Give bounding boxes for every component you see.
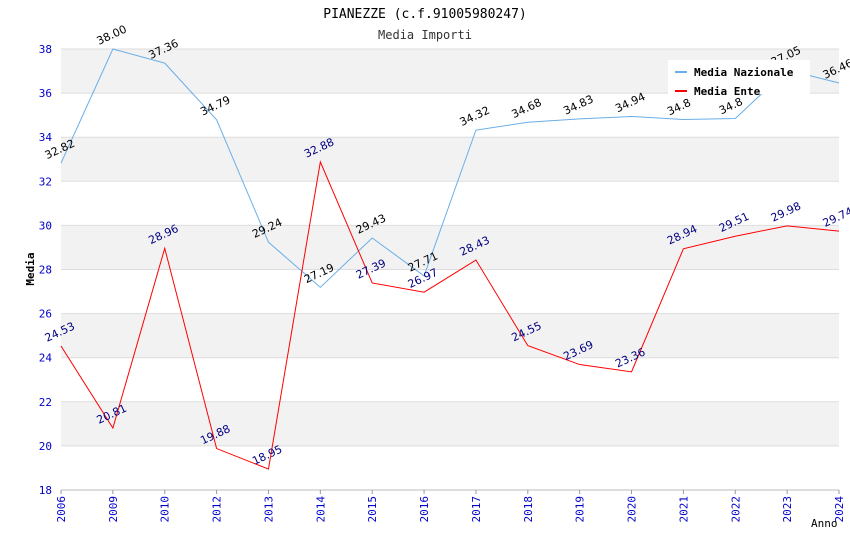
- y-tick-label: 24: [39, 352, 53, 365]
- y-tick-label: 20: [39, 440, 52, 453]
- y-tick-label: 36: [39, 87, 52, 100]
- x-tick-label: 2013: [262, 496, 275, 523]
- x-tick-label: 2023: [781, 496, 794, 523]
- y-tick-label: 30: [39, 219, 52, 232]
- x-tick-label: 2022: [729, 496, 742, 523]
- x-tick-label: 2015: [366, 496, 379, 523]
- plot-band: [61, 357, 839, 402]
- plot-bands: [61, 49, 839, 490]
- x-tick-label: 2012: [211, 496, 224, 523]
- x-tick-label: 2020: [626, 496, 639, 523]
- y-tick-label: 38: [39, 43, 52, 56]
- plot-band: [61, 225, 839, 270]
- data-label: 38.00: [95, 23, 129, 48]
- x-tick-label: 2019: [574, 496, 587, 523]
- x-tick-label: 2021: [677, 496, 690, 523]
- legend: Media Nazionale Media Ente: [668, 60, 810, 98]
- x-tick-label: 2010: [159, 496, 172, 523]
- x-axis-label: Anno: [811, 517, 838, 530]
- plot-band: [61, 269, 839, 314]
- plot-grid: [60, 48, 840, 494]
- y-tick-label: 18: [39, 484, 52, 497]
- plot-band: [61, 137, 839, 182]
- legend-label: Media Nazionale: [694, 66, 794, 79]
- x-tick-label: 2024: [833, 496, 846, 523]
- plot-band: [61, 401, 839, 446]
- y-tick-label: 28: [39, 264, 52, 277]
- y-tick-labels: 18 20 22 24 26 28 30 32 34 36 38: [39, 43, 53, 497]
- x-tick-label: 2018: [522, 496, 535, 523]
- plot-band: [61, 93, 839, 138]
- y-axis-label: Media: [24, 252, 37, 285]
- x-tick-label: 2006: [55, 496, 68, 523]
- x-tick-labels: 2006 2009 2010 2012 2013 2014 2015 2016 2017 2018…: [55, 496, 846, 523]
- plot-band: [61, 445, 839, 490]
- x-tick-label: 2014: [314, 496, 327, 523]
- chart-title: PIANEZZE (c.f.91005980247): [323, 7, 527, 22]
- x-tick-label: 2009: [107, 496, 120, 523]
- y-tick-label: 22: [39, 396, 52, 409]
- series-lines: [60, 48, 840, 470]
- x-tick-label: 2017: [470, 496, 483, 523]
- legend-label: Media Ente: [694, 85, 761, 98]
- x-tick-label: 2016: [418, 496, 431, 523]
- series-line: [60, 160, 840, 470]
- y-tick-label: 26: [39, 308, 52, 321]
- y-tick-label: 32: [39, 175, 52, 188]
- y-tick-label: 34: [39, 131, 53, 144]
- chart-subtitle: Media Importi: [378, 28, 472, 42]
- series-line: [60, 48, 840, 289]
- legend-box: [668, 60, 810, 94]
- plot-band: [61, 313, 839, 358]
